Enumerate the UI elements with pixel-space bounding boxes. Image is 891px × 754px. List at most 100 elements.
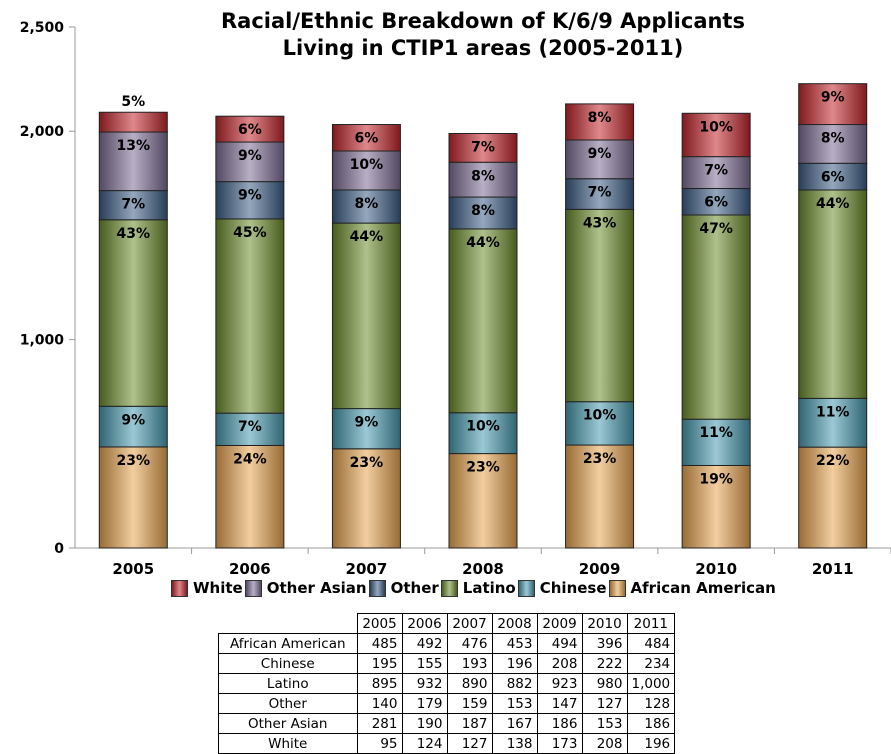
table-cell: 932 [401, 673, 448, 694]
x-tick-label: 2011 [812, 560, 854, 575]
data-label: 9% [121, 412, 145, 428]
data-label: 19% [699, 471, 733, 487]
x-tick-label: 2007 [346, 560, 388, 575]
data-label: 23% [117, 453, 151, 469]
x-tick-label: 2009 [579, 560, 621, 575]
data-label: 9% [238, 148, 262, 164]
bar-segment [565, 103, 635, 141]
table-cell: 923 [536, 673, 583, 694]
bar-segment [215, 115, 285, 143]
legend-item: Other [368, 579, 439, 597]
data-label: 10% [699, 119, 733, 135]
table-cell: 222 [581, 653, 628, 674]
bar-segment [215, 141, 285, 183]
legend-swatch [244, 579, 262, 597]
bar-segment [798, 446, 868, 549]
table-cell: 1,000 [626, 673, 676, 694]
bar-segment [448, 412, 518, 455]
table-cell: 186 [626, 713, 676, 734]
bar-segment [215, 444, 285, 549]
data-label: 9% [238, 188, 262, 204]
bar-segment [798, 162, 868, 191]
table-cell: 127 [581, 693, 628, 714]
data-label: 9% [355, 415, 379, 431]
table-cell: 140 [356, 693, 403, 714]
data-label: 43% [583, 215, 617, 231]
legend-swatch [171, 579, 188, 597]
legend-swatch [368, 579, 386, 597]
table-column-header: 2010 [581, 613, 628, 634]
data-label: 10% [466, 419, 500, 435]
data-label: 8% [821, 131, 845, 147]
table-corner-cell [218, 613, 358, 634]
bar-segment [331, 222, 401, 410]
bar-segment [331, 150, 401, 191]
table-cell: 492 [401, 633, 448, 654]
data-label: 11% [816, 404, 850, 420]
table-cell: 485 [356, 633, 403, 654]
table-cell: 476 [446, 633, 493, 654]
table-header-row: 2005 2006 2007 2008 2009 2010 2011 [218, 613, 676, 634]
data-table: 2005 2006 2007 2008 2009 2010 2011 African Amer… [218, 613, 676, 754]
bar-segment [798, 397, 868, 448]
bar-segment [215, 218, 285, 414]
data-label: 22% [816, 453, 850, 469]
table-cell: 882 [491, 673, 538, 694]
stacked-bar-chart: 0 1,000 2,000 2,500 23% 9% 43% 7% 13% 5% 2005 24% 7%… [20, 20, 891, 575]
table-cell: 155 [401, 653, 448, 674]
bar-segment [448, 196, 518, 230]
data-label: 43% [117, 226, 151, 242]
bar-segment [798, 189, 868, 399]
table-cell: 147 [536, 693, 583, 714]
chart-legend: White Other Asian Other Latino Chinese Africa… [171, 578, 778, 598]
table-cell: 196 [491, 653, 538, 674]
data-label: 23% [583, 451, 617, 467]
table-column-header: 2008 [491, 613, 538, 634]
y-tick-label: 0 [54, 541, 64, 557]
data-label: 9% [588, 146, 612, 162]
legend-item: African American [608, 579, 776, 597]
bar-segment [331, 408, 401, 450]
legend-item: Chinese [517, 579, 607, 597]
data-label: 8% [588, 110, 612, 126]
table-cell: 281 [356, 713, 403, 734]
legend-label: Latino [462, 579, 516, 597]
bar-segment [681, 112, 751, 158]
legend-swatch [608, 579, 626, 597]
data-label: 8% [355, 196, 379, 212]
y-tick-label: 2,500 [20, 20, 65, 36]
legend-label: White [193, 579, 243, 597]
table-row: White 95 124 127 138 173 208 196 [218, 733, 676, 754]
table-cell: 159 [446, 693, 493, 714]
bar-segment [448, 453, 518, 549]
table-cell: 153 [581, 713, 628, 734]
table-row: Other Asian 281 190 187 167 186 153 186 [218, 713, 676, 734]
bar-segment [565, 139, 635, 180]
table-column-header: 2007 [446, 613, 493, 634]
table-cell: 494 [536, 633, 583, 654]
table-cell: 187 [446, 713, 493, 734]
data-label: 5% [121, 94, 145, 110]
data-label: 13% [117, 138, 151, 154]
y-tick-label: 1,000 [20, 333, 65, 349]
legend-item: Other Asian [244, 579, 367, 597]
table-cell: 890 [446, 673, 493, 694]
table-cell: 208 [536, 653, 583, 674]
table-row-header: Other [218, 693, 358, 714]
table-cell: 453 [491, 633, 538, 654]
x-tick-label: 2010 [695, 560, 737, 575]
legend-swatch [517, 579, 535, 597]
legend-item: Latino [440, 579, 516, 597]
data-label: 45% [233, 225, 267, 241]
table-column-header: 2009 [536, 613, 583, 634]
bar-segment [98, 446, 168, 549]
table-cell: 980 [581, 673, 628, 694]
table-cell: 190 [401, 713, 448, 734]
x-tick-label: 2005 [112, 560, 154, 575]
bar-segment [331, 124, 401, 152]
table-cell: 193 [446, 653, 493, 674]
data-label: 7% [588, 185, 612, 201]
table-row-header: White [218, 733, 358, 754]
x-tick-label: 2006 [229, 560, 271, 575]
data-label: 44% [350, 229, 384, 245]
